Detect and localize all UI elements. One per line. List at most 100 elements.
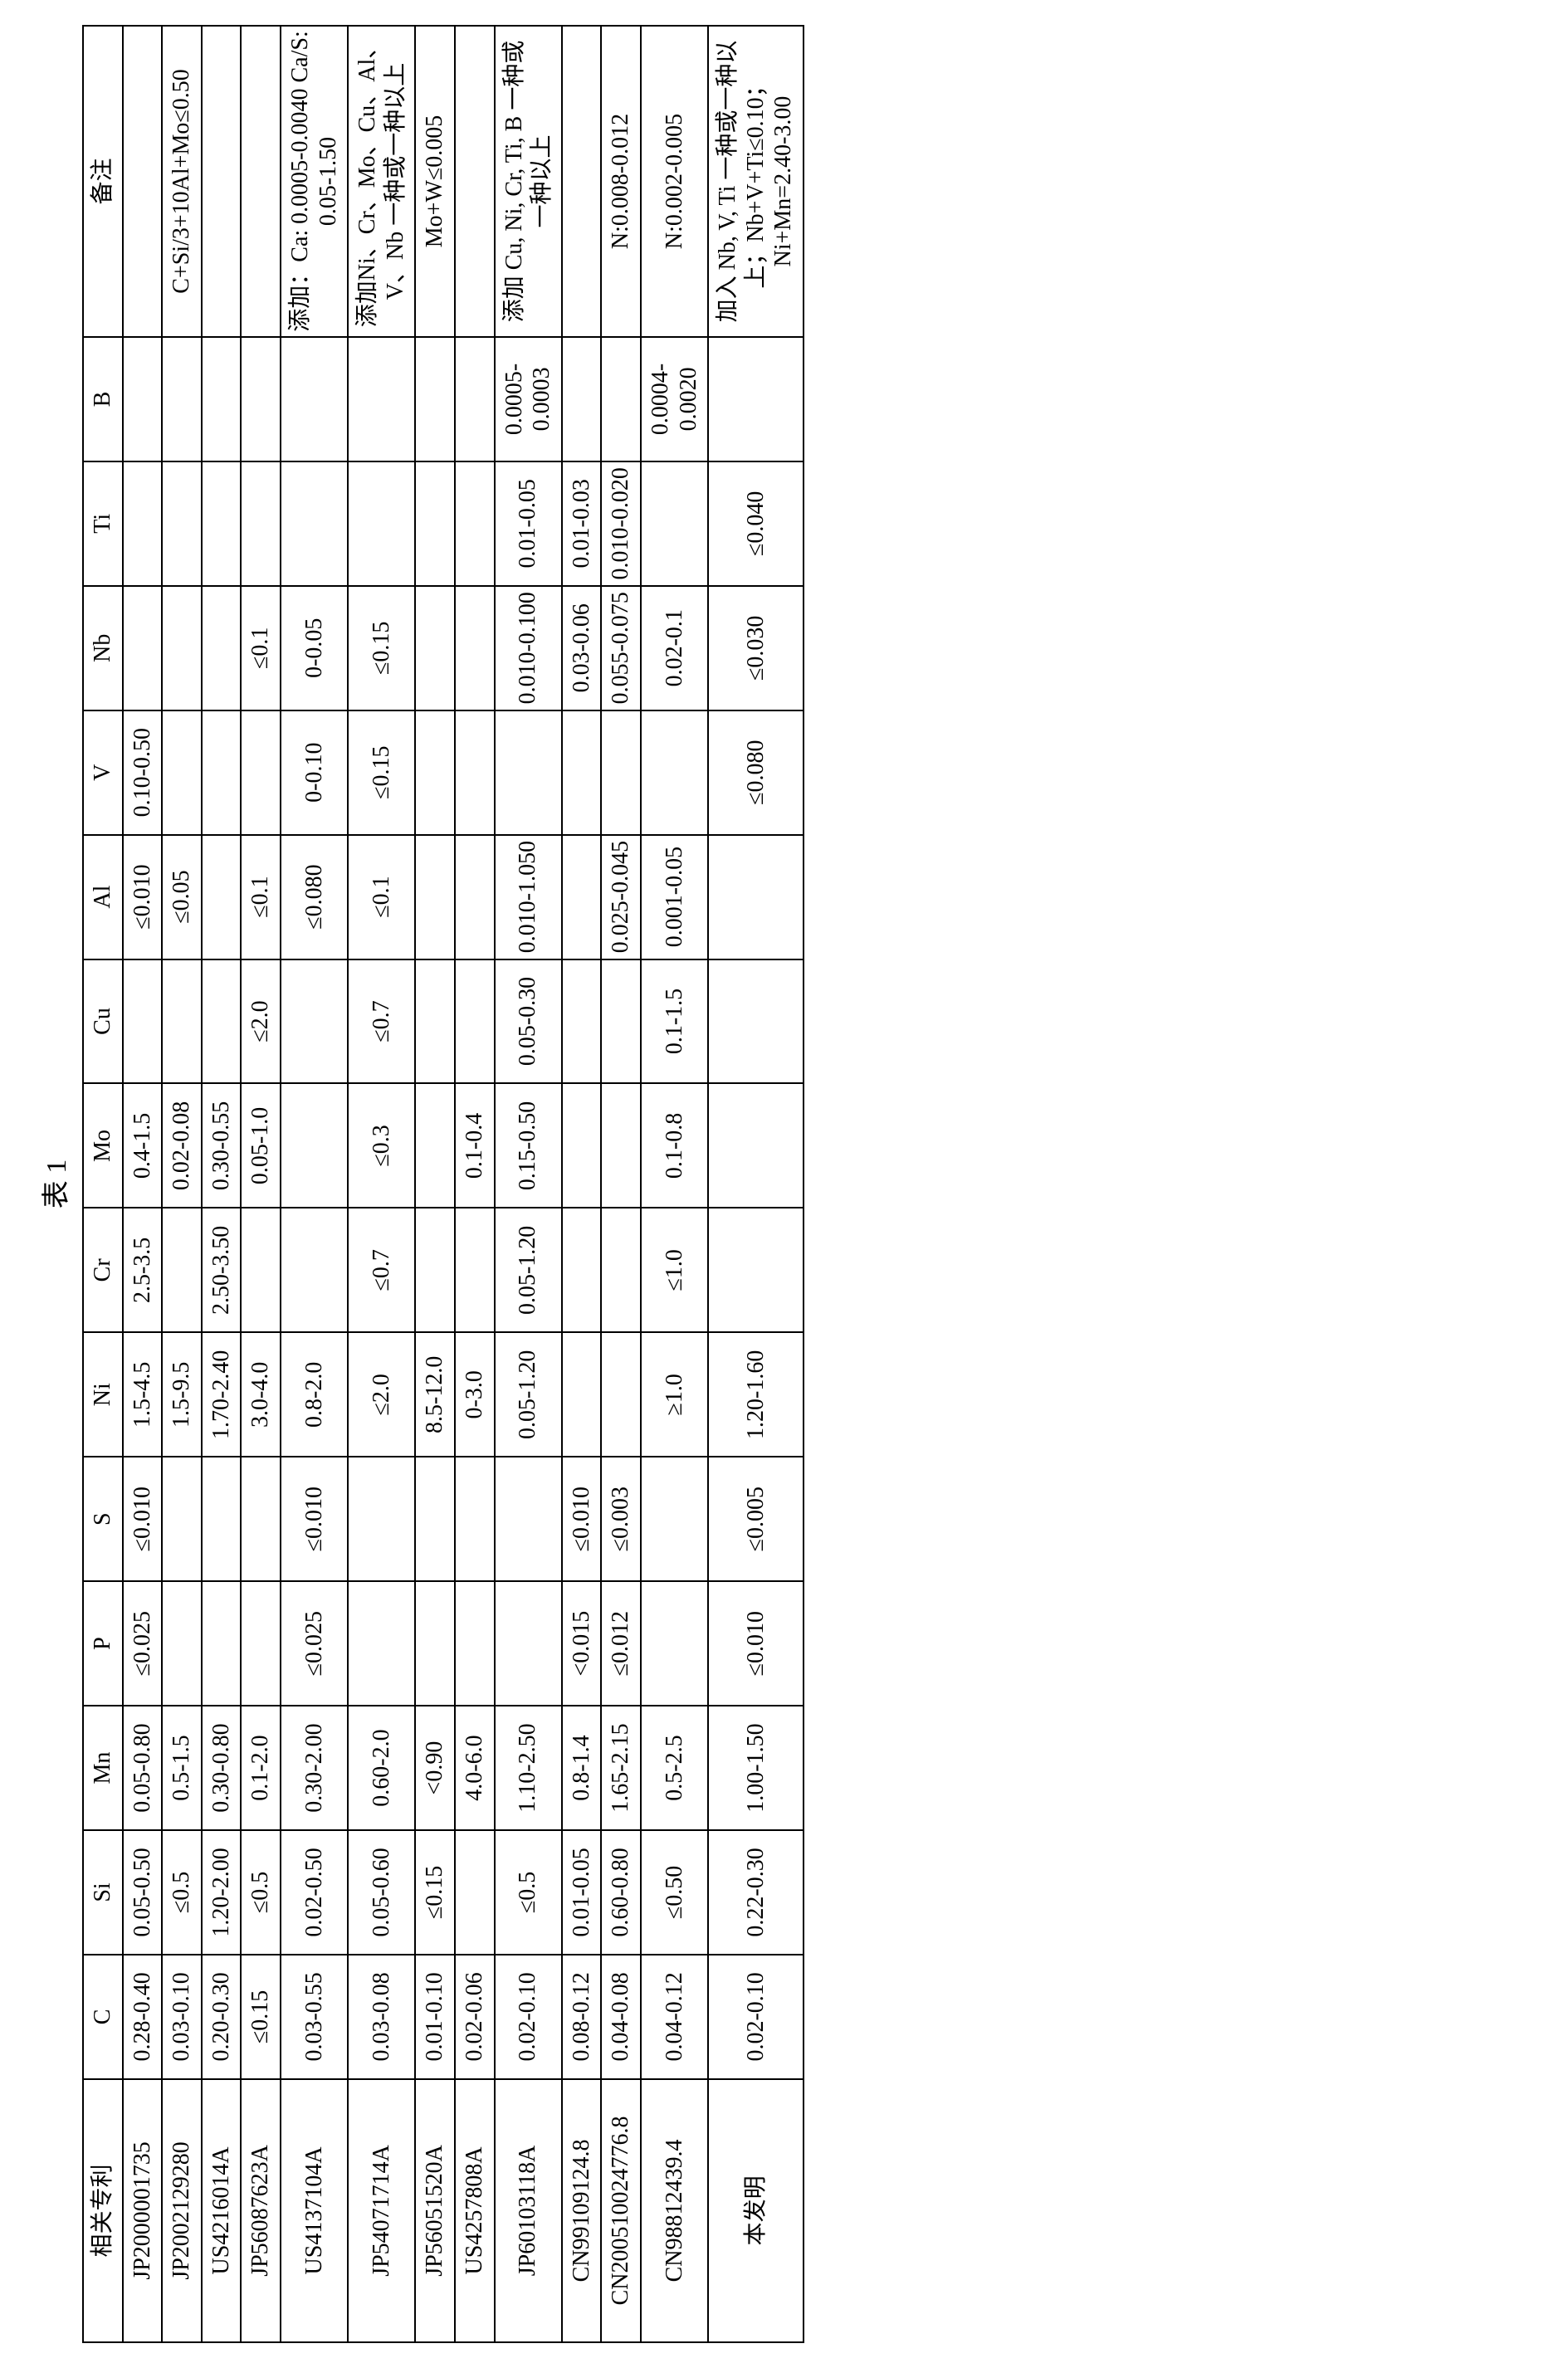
value-cell (162, 337, 202, 461)
value-cell: 4.0-6.0 (455, 1706, 495, 1830)
value-cell: ≤0.1 (241, 586, 281, 710)
value-cell (455, 1581, 495, 1706)
value-cell: 0.03-0.10 (162, 1955, 202, 2079)
value-cell (241, 1581, 281, 1706)
value-cell: 2.50-3.50 (202, 1208, 242, 1332)
value-cell (415, 337, 455, 461)
col-header: Cu (83, 959, 123, 1084)
value-cell: ≤1.0 (641, 1208, 708, 1332)
value-cell (202, 710, 242, 835)
value-cell: 0.22-0.30 (708, 1830, 804, 1955)
value-cell: ≤0.05 (162, 835, 202, 959)
value-cell (455, 1830, 495, 1955)
value-cell: 0-3.0 (455, 1332, 495, 1457)
value-cell (202, 835, 242, 959)
value-cell: 0.5-1.5 (162, 1706, 202, 1830)
value-cell (415, 1457, 455, 1581)
value-cell (281, 461, 348, 586)
value-cell: ≥1.0 (641, 1332, 708, 1457)
value-cell: 1.00-1.50 (708, 1706, 804, 1830)
value-cell (562, 1208, 602, 1332)
value-cell: 0.001-0.05 (641, 835, 708, 959)
value-cell: 0.60-2.0 (348, 1706, 415, 1830)
value-cell (415, 461, 455, 586)
value-cell: ≤0.5 (241, 1830, 281, 1955)
note-cell: 添加 Cu, Ni, Cr, Ti, B 一种或一种以上 (495, 26, 562, 337)
note-cell: N:0.008-0.012 (601, 26, 641, 337)
note-cell (562, 26, 602, 337)
value-cell (708, 835, 804, 959)
value-cell: 0.20-0.30 (202, 1955, 242, 2079)
value-cell: 0.01-0.10 (415, 1955, 455, 2079)
col-header: Ti (83, 461, 123, 586)
value-cell (601, 1208, 641, 1332)
note-cell: 添加Ni、Cr、Mo、Cu、Al、V、Nb 一种或一种以上 (348, 26, 415, 337)
value-cell: 0.055-0.075 (601, 586, 641, 710)
value-cell: 0.8-2.0 (281, 1332, 348, 1457)
table-row: CN200510024776.80.04-0.080.60-0.801.65-2… (601, 26, 641, 2342)
table-row: US4216014A0.20-0.301.20-2.000.30-0.801.7… (202, 26, 242, 2342)
note-cell: C+Si/3+10Al+Mo≤0.50 (162, 26, 202, 337)
table-row: JP56051520A0.01-0.10≤0.15<0.908.5-12.0Mo… (415, 26, 455, 2342)
col-header: B (83, 337, 123, 461)
value-cell (562, 337, 602, 461)
value-cell (162, 586, 202, 710)
value-cell: 0.03-0.55 (281, 1955, 348, 2079)
value-cell (348, 337, 415, 461)
table-row: JP20000017350.28-0.400.05-0.500.05-0.80≤… (123, 26, 163, 2342)
value-cell: 0.30-0.80 (202, 1706, 242, 1830)
value-cell: 0.1-1.5 (641, 959, 708, 1084)
value-cell: ≤0.15 (415, 1830, 455, 1955)
value-cell (123, 461, 163, 586)
note-cell (241, 26, 281, 337)
value-cell (162, 1208, 202, 1332)
value-cell (162, 461, 202, 586)
note-cell: N:0.002-0.005 (641, 26, 708, 337)
value-cell: 1.65-2.15 (601, 1706, 641, 1830)
value-cell: 0.03-0.08 (348, 1955, 415, 2079)
value-cell: ≤0.012 (601, 1581, 641, 1706)
value-cell (601, 1083, 641, 1208)
value-cell: ≤0.010 (123, 835, 163, 959)
value-cell: 0.01-0.03 (562, 461, 602, 586)
value-cell (202, 1457, 242, 1581)
note-cell (455, 26, 495, 337)
value-cell: ≤0.5 (495, 1830, 562, 1955)
value-cell (202, 586, 242, 710)
value-cell (601, 1332, 641, 1457)
value-cell: ≤0.15 (241, 1955, 281, 2079)
value-cell (495, 710, 562, 835)
value-cell (281, 959, 348, 1084)
value-cell (601, 337, 641, 461)
table-caption: 表 1 (33, 25, 74, 2343)
value-cell (241, 1208, 281, 1332)
value-cell: 0.05-0.30 (495, 959, 562, 1084)
value-cell (455, 959, 495, 1084)
value-cell (348, 461, 415, 586)
value-cell: 0.010-1.050 (495, 835, 562, 959)
col-header: S (83, 1457, 123, 1581)
value-cell (455, 1457, 495, 1581)
table-row: JP56087623A≤0.15≤0.50.1-2.03.0-4.00.05-1… (241, 26, 281, 2342)
value-cell: 0.01-0.05 (562, 1830, 602, 1955)
value-cell (348, 1581, 415, 1706)
value-cell: 0.05-0.80 (123, 1706, 163, 1830)
value-cell: 0.010-0.100 (495, 586, 562, 710)
value-cell (455, 337, 495, 461)
value-cell: ≤0.15 (348, 586, 415, 710)
value-cell: 0.1-2.0 (241, 1706, 281, 1830)
patent-cell: JP56087623A (241, 2079, 281, 2342)
value-cell: ≤0.3 (348, 1083, 415, 1208)
value-cell (601, 959, 641, 1084)
value-cell: 1.70-2.40 (202, 1332, 242, 1457)
value-cell: 0.02-0.08 (162, 1083, 202, 1208)
value-cell: ≤0.010 (123, 1457, 163, 1581)
value-cell (708, 337, 804, 461)
value-cell: 0.30-2.00 (281, 1706, 348, 1830)
value-cell (455, 461, 495, 586)
value-cell: ≤0.7 (348, 1208, 415, 1332)
value-cell (241, 710, 281, 835)
value-cell (241, 1457, 281, 1581)
value-cell (162, 1581, 202, 1706)
value-cell (562, 959, 602, 1084)
